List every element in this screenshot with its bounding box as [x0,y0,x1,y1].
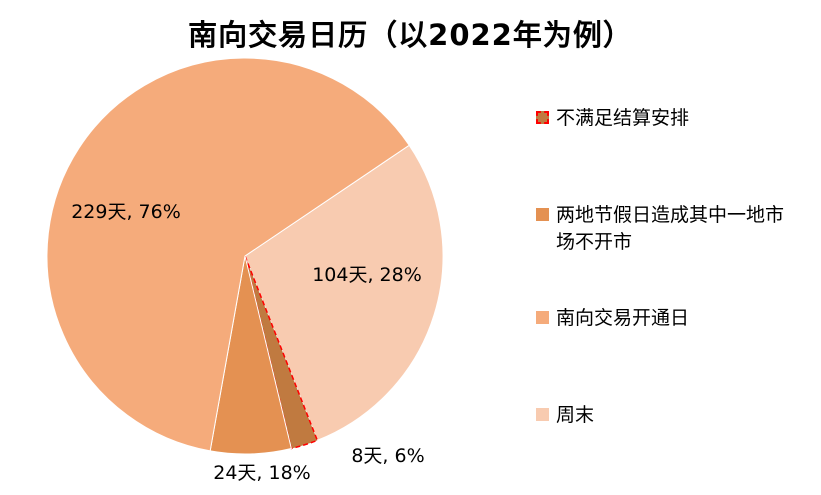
legend-label-0: 不满足结算安排 [556,107,690,129]
legend-swatch-1 [536,208,549,221]
pie-slices [46,57,444,455]
slice-label-2: 24天, 18% [213,462,311,484]
pie-slice-0 [244,144,444,441]
pie-labels: 104天, 28% 8天, 6% 24天, 18% 229天, 76% [71,201,424,484]
legend-label-2: 南向交易开通日 [556,307,690,329]
legend-item-3: 周末 [536,402,594,429]
legend-item-2: 南向交易开通日 [536,305,689,332]
pie-slice-3 [46,57,410,452]
legend-label-1: 两地节假日造成其中一地市场不开市 [556,204,785,253]
legend-swatch-3 [536,408,549,421]
legend-label-3: 周末 [556,404,595,426]
slice-label-1: 8天, 6% [351,445,424,467]
pie-chart: 104天, 28% 8天, 6% 24天, 18% 229天, 76% [46,57,444,484]
slice-label-0: 104天, 28% [312,264,422,286]
legend-item-0: 不满足结算安排 [536,105,689,132]
slice-label-3: 229天, 76% [71,201,181,223]
chart-title: 南向交易日历（以2022年为例） [188,18,633,52]
legend-item-1: 两地节假日造成其中一地市场不开市 [536,202,796,256]
legend-swatch-2 [536,311,549,324]
legend-swatch-0 [536,111,549,124]
